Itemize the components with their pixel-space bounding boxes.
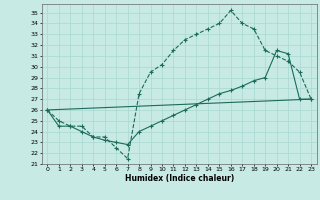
X-axis label: Humidex (Indice chaleur): Humidex (Indice chaleur) (124, 174, 234, 183)
